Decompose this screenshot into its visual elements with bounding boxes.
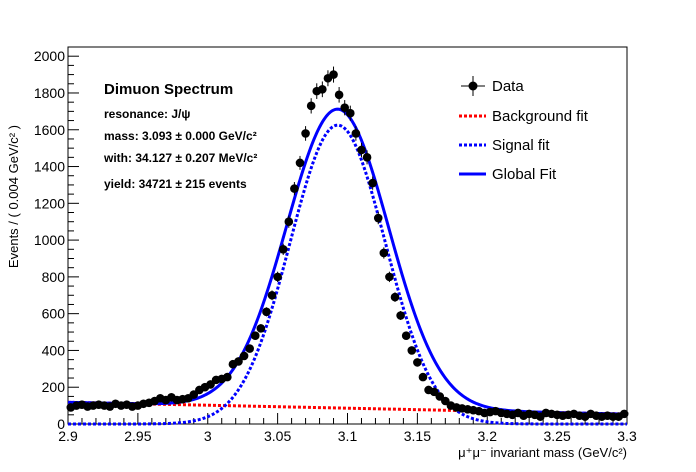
tick-labels: 2.9 2.95 3 3.05 3.1 3.15 3.2 3.25 3.3 0 200 400 600 8… xyxy=(34,48,637,444)
x-axis-title: μ⁺μ⁻ invariant mass (GeV/c²) xyxy=(458,445,627,460)
data-point xyxy=(290,182,299,196)
data-point xyxy=(318,81,327,98)
axis-ticks xyxy=(67,46,628,425)
data-point xyxy=(351,126,361,141)
legend-label-data: Data xyxy=(492,78,524,95)
data-point xyxy=(368,176,377,190)
data-point xyxy=(262,307,271,317)
x-tick-label: 3.3 xyxy=(617,428,637,444)
x-tick-label: 3.25 xyxy=(544,428,571,444)
data-point xyxy=(396,311,405,320)
data-points xyxy=(66,66,629,421)
data-point xyxy=(245,344,254,353)
plot-frame xyxy=(67,46,628,425)
data-point xyxy=(340,100,350,116)
data-point xyxy=(250,331,260,341)
annotation-line-yield: yield: 34721 ± 215 events xyxy=(104,177,247,191)
data-point xyxy=(256,324,266,333)
x-tick-label: 3.05 xyxy=(264,428,291,444)
data-point xyxy=(362,150,372,165)
data-point xyxy=(357,142,366,158)
y-tick-label: 1000 xyxy=(34,232,65,248)
legend-item-background-fit: Background fit xyxy=(459,108,589,125)
data-point xyxy=(379,247,389,259)
data-point xyxy=(345,105,355,121)
data-point xyxy=(385,271,394,283)
x-tick-label: 3.15 xyxy=(404,428,431,444)
plot-border xyxy=(67,46,628,425)
data-point xyxy=(239,351,249,361)
data-point xyxy=(284,215,294,228)
data-point xyxy=(278,243,288,255)
y-tick-label: 600 xyxy=(42,306,66,322)
data-point xyxy=(267,290,277,301)
legend-label-global-fit: Global Fit xyxy=(492,166,557,183)
legend-label-background-fit: Background fit xyxy=(492,108,589,125)
data-point xyxy=(418,372,428,382)
y-axis-title: Events / ( 0.004 GeV/c² ) xyxy=(6,125,21,268)
y-tick-label: 1800 xyxy=(34,85,65,101)
data-point xyxy=(390,292,400,302)
legend-item-global-fit: Global Fit xyxy=(459,166,557,183)
legend-item-data: Data xyxy=(461,76,524,96)
data-point xyxy=(234,357,243,366)
data-point xyxy=(223,372,232,382)
data-point xyxy=(401,331,411,341)
data-point xyxy=(407,346,417,355)
x-tick-label: 3.1 xyxy=(338,428,358,444)
annotation-box: Dimuon Spectrum resonance: J/ψ mass: 3.0… xyxy=(103,81,257,191)
annotation-line-mass: mass: 3.093 ± 0.000 GeV/c² xyxy=(104,129,257,143)
annotation-line-width: with: 34.127 ± 0.207 MeV/c² xyxy=(103,151,257,165)
data-point xyxy=(373,211,383,225)
x-tick-label: 2.95 xyxy=(124,428,151,444)
x-tick-label: 3 xyxy=(204,428,212,444)
y-tick-label: 2000 xyxy=(34,48,65,64)
x-tick-label: 2.9 xyxy=(58,428,78,444)
data-point xyxy=(334,87,344,103)
y-tick-label: 0 xyxy=(57,416,65,432)
data-point xyxy=(301,126,310,141)
data-point xyxy=(306,98,316,114)
legend-label-signal-fit: Signal fit xyxy=(492,137,550,154)
legend: Data Background fit Signal fit Global Fi… xyxy=(459,76,589,183)
data-point xyxy=(295,155,305,170)
y-tick-label: 1400 xyxy=(34,159,65,175)
data-point xyxy=(619,409,629,419)
signal-fit-curve xyxy=(68,123,627,426)
y-tick-label: 800 xyxy=(42,269,66,285)
y-tick-label: 200 xyxy=(42,379,66,395)
y-tick-label: 400 xyxy=(42,342,66,358)
y-tick-label: 1200 xyxy=(34,195,65,211)
x-tick-label: 3.2 xyxy=(478,428,498,444)
annotation-title: Dimuon Spectrum xyxy=(104,81,233,98)
legend-item-signal-fit: Signal fit xyxy=(459,137,550,154)
data-point xyxy=(273,271,282,283)
annotation-line-resonance: resonance: J/ψ xyxy=(104,107,190,121)
y-tick-label: 1600 xyxy=(34,122,65,138)
data-point xyxy=(329,66,338,83)
data-point xyxy=(413,358,422,367)
